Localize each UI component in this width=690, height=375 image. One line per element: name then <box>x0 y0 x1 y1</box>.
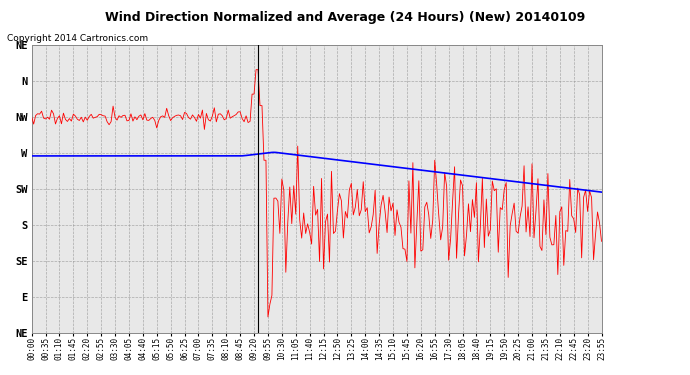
Text: Copyright 2014 Cartronics.com: Copyright 2014 Cartronics.com <box>7 34 148 43</box>
Text: Wind Direction Normalized and Average (24 Hours) (New) 20140109: Wind Direction Normalized and Average (2… <box>105 11 585 24</box>
Text: Average: Average <box>489 27 531 36</box>
Text: Direction: Direction <box>549 27 596 36</box>
